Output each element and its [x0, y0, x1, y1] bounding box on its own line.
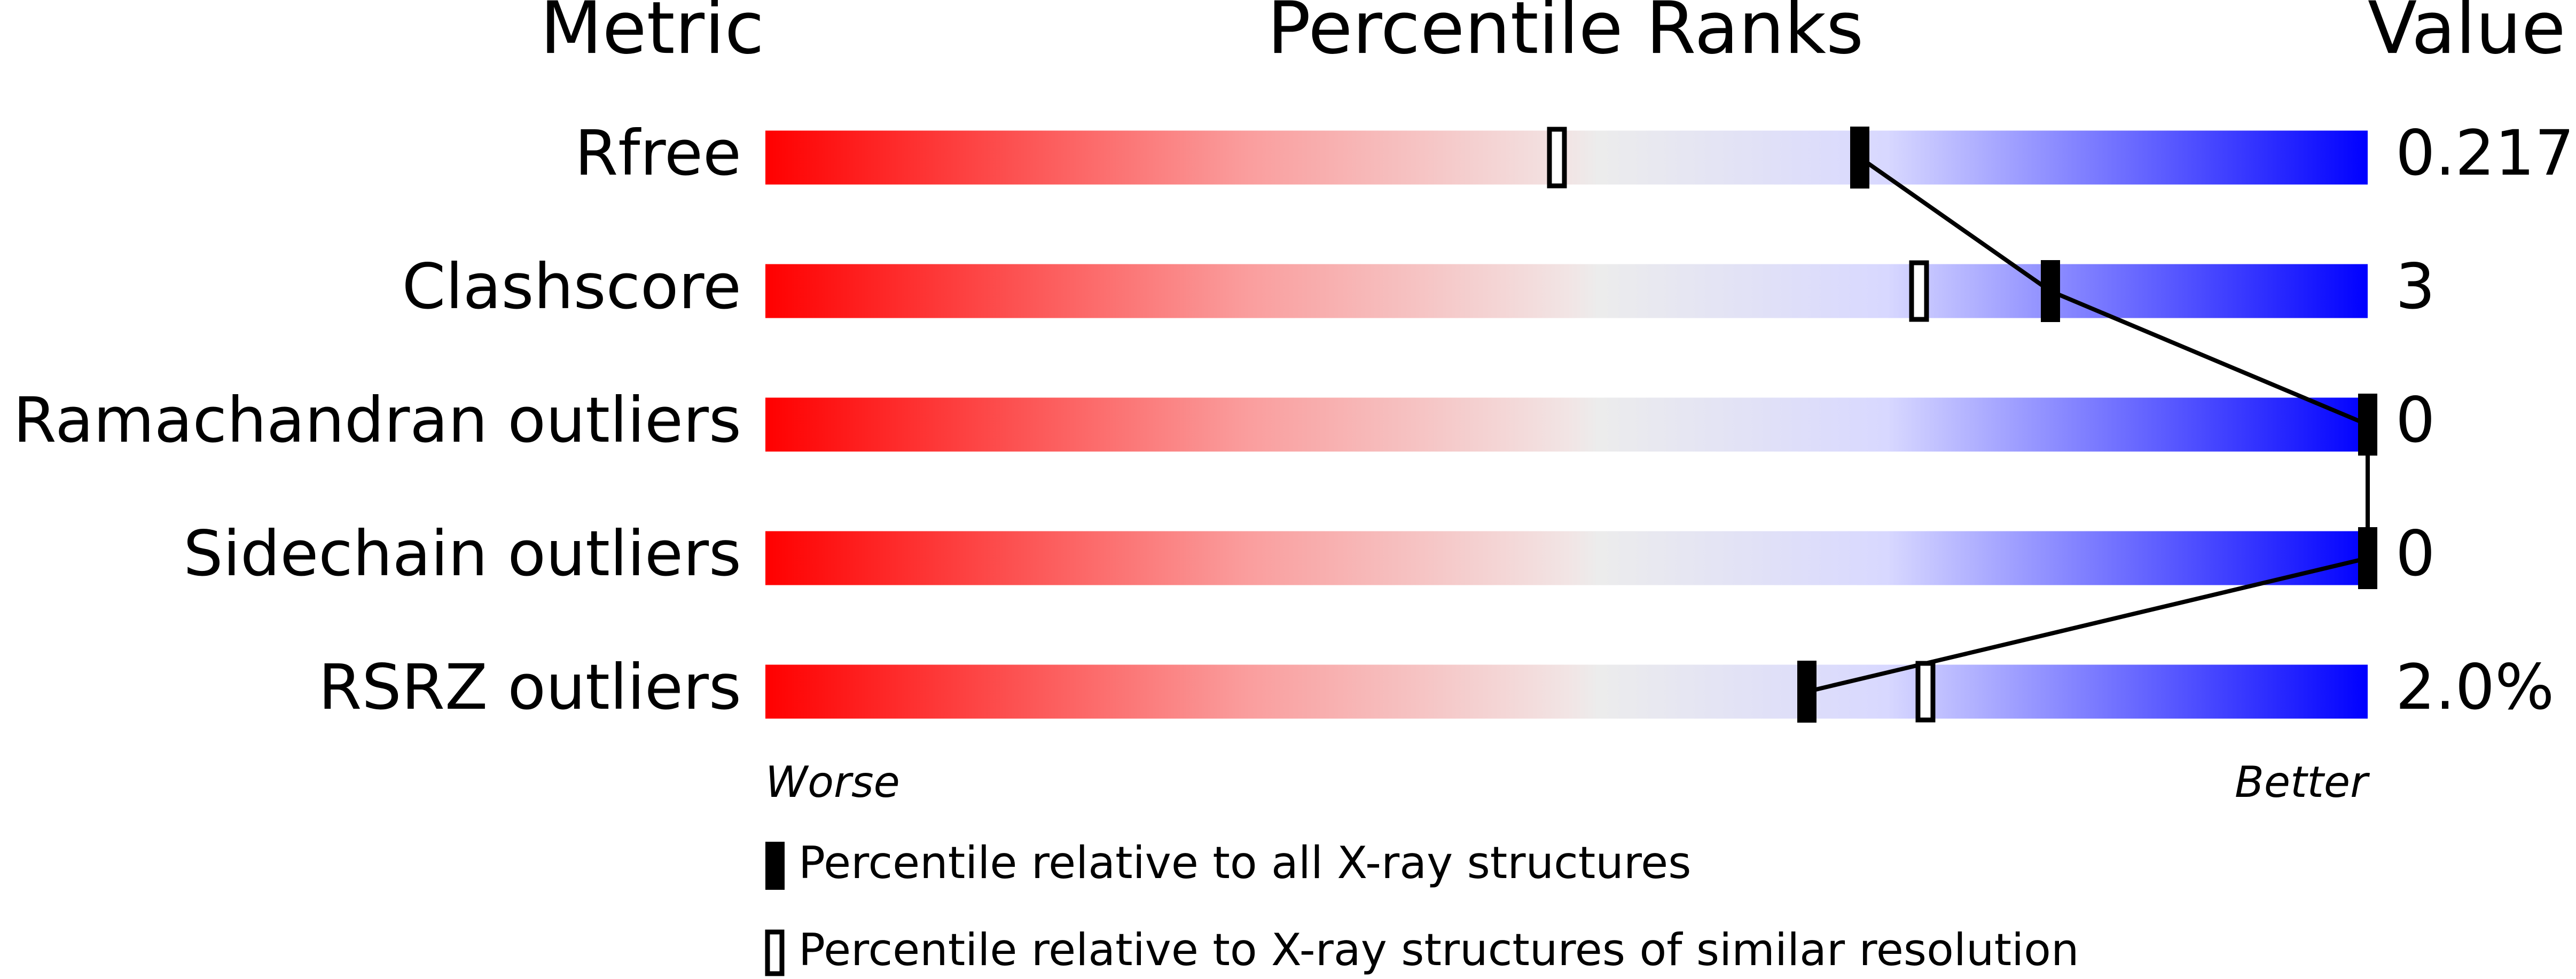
metric-label: RSRZ outliers [318, 651, 741, 724]
slider-bar [765, 664, 2368, 719]
metric-value: 0 [2395, 383, 2435, 457]
slider-bar [765, 264, 2368, 318]
percentile-marker-open [1547, 127, 1567, 189]
legend-swatch [765, 842, 785, 890]
legend-label: Percentile relative to all X-ray structu… [798, 837, 1691, 889]
value-header: Value [2368, 0, 2566, 70]
chart-title: Percentile Ranks [1267, 0, 1864, 70]
percentile-marker-open [1915, 661, 1936, 723]
percentile-marker [2041, 260, 2060, 322]
metric-value: 3 [2395, 250, 2435, 323]
metric-label: Rfree [575, 116, 741, 190]
metric-label: Ramachandran outliers [13, 383, 742, 457]
metric-header: Metric [540, 0, 764, 70]
metric-value: 0 [2395, 517, 2435, 590]
metric-label: Sidechain outliers [183, 517, 741, 590]
slider-bar [765, 397, 2368, 452]
percentile-marker [2358, 527, 2377, 589]
slider-bar [765, 531, 2368, 585]
metric-label: Clashscore [402, 250, 741, 323]
percentile-marker [1850, 127, 1869, 189]
legend-label: Percentile relative to X-ray structures … [798, 924, 2079, 976]
better-label: Better [2235, 757, 2370, 807]
percentile-marker [2358, 394, 2377, 456]
percentile-marker-open [1909, 260, 1929, 322]
percentile-marker [1797, 661, 1816, 723]
metric-value: 2.0% [2395, 651, 2554, 724]
worse-label: Worse [765, 757, 900, 807]
legend-swatch [765, 929, 785, 976]
metric-value: 0.217 [2395, 116, 2574, 190]
